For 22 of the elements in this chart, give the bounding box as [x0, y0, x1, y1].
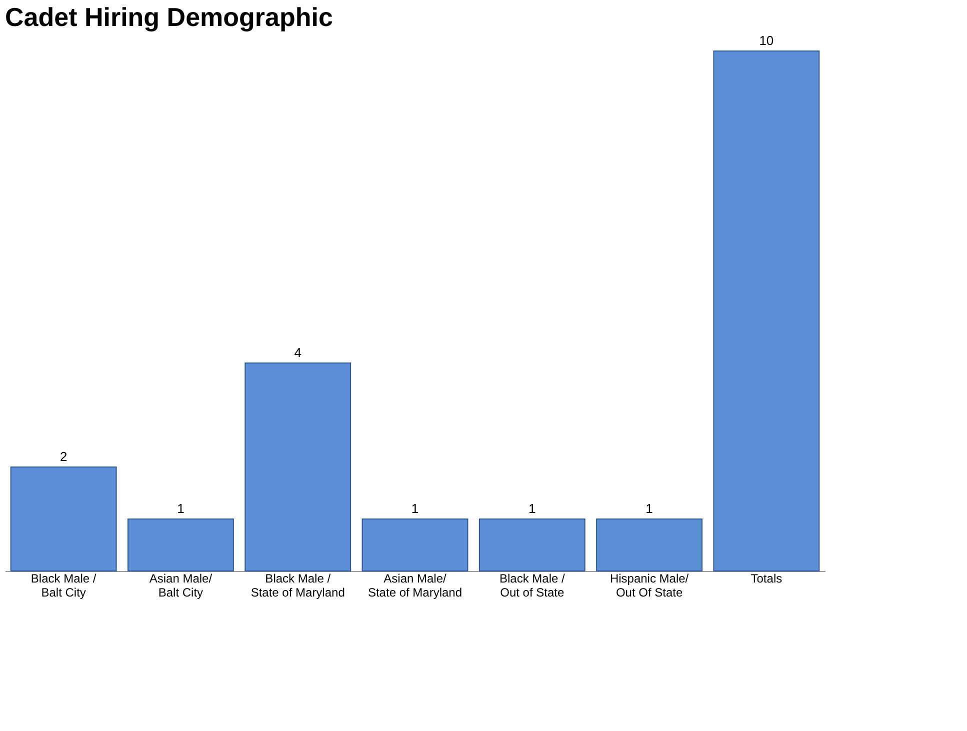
data-label: 1	[177, 501, 184, 516]
chart-title: Cadet Hiring Demographic	[5, 2, 333, 32]
bar	[10, 466, 117, 572]
x-tick-label: Black Male / State of Maryland	[250, 572, 345, 600]
x-tick-label: Totals	[750, 572, 782, 586]
bar	[713, 50, 820, 572]
data-label: 10	[759, 33, 774, 48]
data-label: 4	[294, 345, 302, 360]
x-tick-label: Black Male / Out of State	[499, 572, 566, 600]
bar	[244, 362, 352, 572]
data-label: 1	[528, 501, 536, 516]
x-tick-label: Hispanic Male/ Out Of State	[610, 572, 690, 600]
bar	[362, 518, 468, 572]
bar	[596, 518, 702, 572]
bar	[128, 518, 234, 572]
data-label: 2	[60, 449, 68, 464]
data-label: 1	[411, 501, 419, 516]
x-tick-label: Black Male / Balt City	[30, 572, 97, 600]
x-tick-label: Asian Male/ State of Maryland	[368, 572, 462, 600]
bar	[478, 518, 586, 572]
x-tick-label: Asian Male/ Balt City	[149, 572, 213, 600]
data-label: 1	[646, 501, 653, 516]
